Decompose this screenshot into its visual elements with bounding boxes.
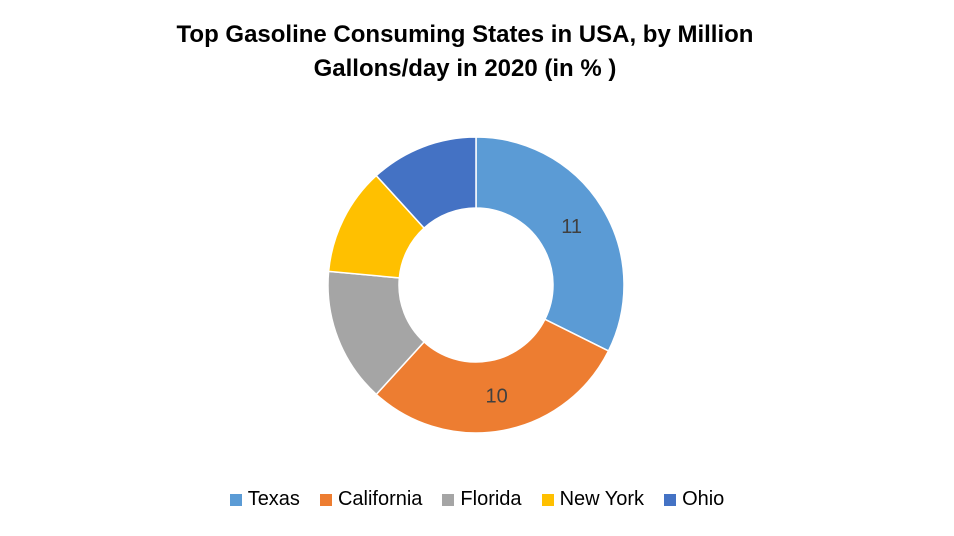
chart-title-line-2: Gallons/day in 2020 (in % ) <box>313 55 617 82</box>
slice-ohio <box>375 136 477 230</box>
legend-label-new-york: New York <box>559 488 645 510</box>
legend-label-florida: Florida <box>460 488 522 510</box>
legend-label-california: California <box>337 488 423 510</box>
legend: Texas California Florida New York Ohio <box>0 488 954 511</box>
data-label-california: 10 <box>486 386 508 408</box>
legend-swatch-ohio <box>664 493 677 506</box>
legend-swatch-florida <box>442 493 455 506</box>
legend-swatch-texas <box>229 493 242 506</box>
legend-item-texas: Texas <box>229 488 300 511</box>
chart-title-line-1: Top Gasoline Consuming States in USA, by… <box>176 21 754 48</box>
slice-texas <box>475 136 625 352</box>
slice-california <box>375 318 610 434</box>
chart-title: Top Gasoline Consuming States in USA, by… <box>0 18 930 86</box>
legend-item-new-york: New York <box>541 488 645 511</box>
legend-swatch-new-york <box>541 493 554 506</box>
legend-item-florida: Florida <box>442 488 522 511</box>
legend-label-ohio: Ohio <box>682 488 725 510</box>
legend-swatch-california <box>319 493 332 506</box>
legend-label-texas: Texas <box>247 488 300 510</box>
legend-item-ohio: Ohio <box>664 488 724 511</box>
legend-item-california: California <box>319 488 423 511</box>
data-label-texas: 11 <box>561 216 582 238</box>
